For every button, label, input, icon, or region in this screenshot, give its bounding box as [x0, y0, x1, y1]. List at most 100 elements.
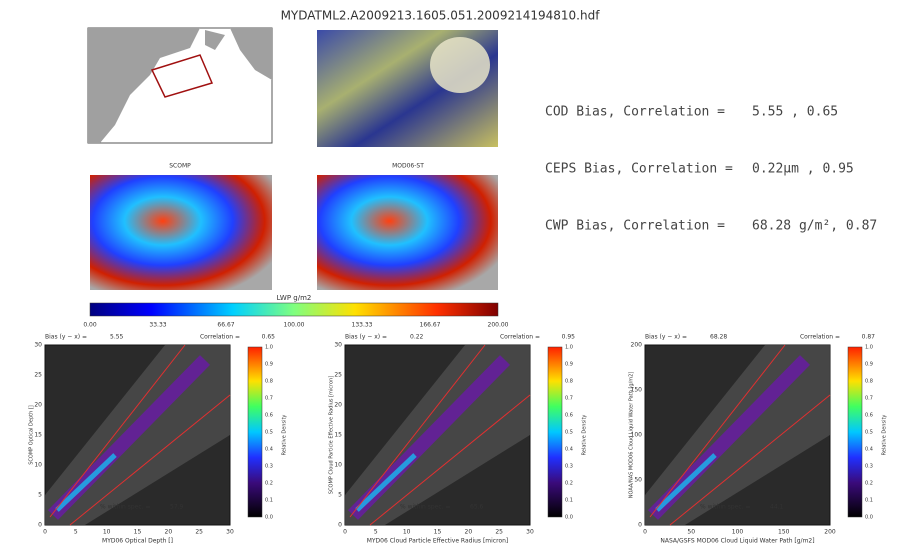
colorbar-tick-label: 0.8: [865, 379, 873, 385]
bias-label: Bias (y − x) =: [345, 334, 387, 341]
y-tick-label: 0: [638, 522, 642, 529]
colorbar-tick-label: 0.3: [265, 464, 273, 470]
colorbar-tick-label: 0.7: [265, 396, 273, 402]
x-tick-label: 20: [465, 529, 473, 536]
y-tick-label: 20: [34, 402, 42, 409]
x-tick-label: 200: [824, 529, 836, 536]
colorbar-tick-label: 0.5: [565, 430, 573, 436]
x-tick-label: 5: [74, 529, 78, 536]
colorbar-tick-label: 0.4: [865, 447, 873, 453]
colorbar-tick-label: 1.0: [565, 345, 573, 351]
colorbar-tick-label: 66.67: [217, 322, 234, 329]
stat-label: COD Bias, Correlation =: [545, 105, 725, 120]
spec-label: % within spec. =: [400, 504, 450, 511]
x-tick-label: 25: [495, 529, 503, 536]
x-tick-label: 10: [103, 529, 111, 536]
map-label: MOD06-ST: [392, 163, 424, 170]
lwp-map: [90, 175, 272, 290]
x-tick-label: 5: [374, 529, 378, 536]
lwp-map: [317, 175, 498, 290]
colorbar-tick-label: 100.00: [284, 322, 305, 329]
colorbar-tick-label: 0.9: [265, 362, 273, 368]
y-axis-label: SCOMP Optical Depth []: [29, 405, 35, 465]
x-tick-label: 30: [526, 529, 534, 536]
colorbar-title: LWP g/m2: [277, 294, 312, 302]
y-tick-label: 5: [338, 492, 342, 499]
spec-value: 65.6: [470, 504, 484, 511]
bias-label: Bias (y − x) =: [45, 334, 87, 341]
x-tick-label: 25: [195, 529, 203, 536]
colorbar-tick-label: 0.0: [865, 515, 873, 521]
density-colorbar: [548, 347, 562, 517]
colorbar-tick-label: 0.3: [565, 464, 573, 470]
corr-label: Correlation =: [500, 334, 540, 341]
colorbar-label: Relative Density: [582, 415, 588, 456]
colorbar-tick-label: 200.00: [488, 322, 509, 329]
stat-value: 0.22μm , 0.95: [752, 162, 854, 177]
y-tick-label: 20: [334, 402, 342, 409]
y-tick-label: 10: [34, 462, 42, 469]
y-tick-label: 25: [34, 372, 42, 379]
colorbar-tick-label: 0.7: [865, 396, 873, 402]
y-tick-label: 30: [334, 342, 342, 349]
stat-value: 68.28 g/m², 0.87: [752, 219, 877, 234]
y-tick-label: 0: [338, 522, 342, 529]
colorbar-tick-label: 0.1: [565, 498, 573, 504]
corr-label: Correlation =: [200, 334, 240, 341]
x-tick-label: 15: [434, 529, 442, 536]
stat-value: 5.55 , 0.65: [752, 105, 838, 120]
colorbar-tick-label: 133.33: [352, 322, 373, 329]
colorbar-tick-label: 0.1: [865, 498, 873, 504]
colorbar-tick-label: 0.00: [83, 322, 97, 329]
x-axis-label: NASA/GSFS MOD06 Cloud Liquid Water Path …: [660, 538, 814, 545]
y-tick-label: 25: [334, 372, 342, 379]
colorbar-tick-label: 0.1: [265, 498, 273, 504]
colorbar-label: Relative Density: [882, 415, 888, 456]
y-tick-label: 30: [34, 342, 42, 349]
colorbar-tick-label: 166.67: [420, 322, 441, 329]
colorbar-tick-label: 0.3: [865, 464, 873, 470]
y-tick-label: 15: [334, 432, 342, 439]
colorbar-tick-label: 0.4: [565, 447, 573, 453]
colorbar-tick-label: 33.33: [149, 322, 166, 329]
stat-label: CEPS Bias, Correlation =: [545, 162, 733, 177]
x-tick-label: 100: [732, 529, 744, 536]
y-tick-label: 5: [38, 492, 42, 499]
y-tick-label: 10: [334, 462, 342, 469]
colorbar-tick-label: 0.4: [265, 447, 273, 453]
colorbar-tick-label: 0.7: [565, 396, 573, 402]
colorbar-tick-label: 1.0: [265, 345, 273, 351]
y-tick-label: 0: [38, 522, 42, 529]
y-axis-label: SCOMP Cloud Particle Effective Radius [m…: [329, 376, 335, 494]
colorbar-tick-label: 1.0: [865, 345, 873, 351]
y-tick-label: 200: [631, 342, 643, 349]
x-tick-label: 15: [134, 529, 142, 536]
colorbar-tick-label: 0.8: [565, 379, 573, 385]
y-tick-label: 15: [34, 432, 42, 439]
colorbar-tick-label: 0.5: [865, 430, 873, 436]
bias-value: 5.55: [110, 334, 124, 341]
location-map: [88, 28, 272, 143]
y-tick-label: 50: [634, 477, 642, 484]
x-tick-label: 0: [643, 529, 647, 536]
x-tick-label: 50: [687, 529, 695, 536]
colorbar-tick-label: 0.5: [265, 430, 273, 436]
colorbar-tick-label: 0.0: [565, 515, 573, 521]
x-tick-label: 150: [778, 529, 790, 536]
colorbar-tick-label: 0.9: [565, 362, 573, 368]
stat-label: CWP Bias, Correlation =: [545, 219, 725, 234]
colorbar: [90, 303, 498, 316]
corr-value: 0.95: [562, 334, 576, 341]
spec-value: 44.1: [770, 504, 784, 511]
x-axis-label: MYD06 Optical Depth []: [102, 538, 173, 545]
corr-value: 0.87: [862, 334, 876, 341]
corr-label: Correlation =: [800, 334, 840, 341]
x-tick-label: 0: [43, 529, 47, 536]
corr-value: 0.65: [262, 334, 276, 341]
figure: MYDATML2.A2009213.1605.051.2009214194810…: [0, 0, 914, 549]
colorbar-tick-label: 0.6: [265, 413, 273, 419]
cloud: [430, 37, 490, 93]
colorbar-tick-label: 0.9: [865, 362, 873, 368]
x-tick-label: 20: [165, 529, 173, 536]
colorbar-label: Relative Density: [282, 415, 288, 456]
